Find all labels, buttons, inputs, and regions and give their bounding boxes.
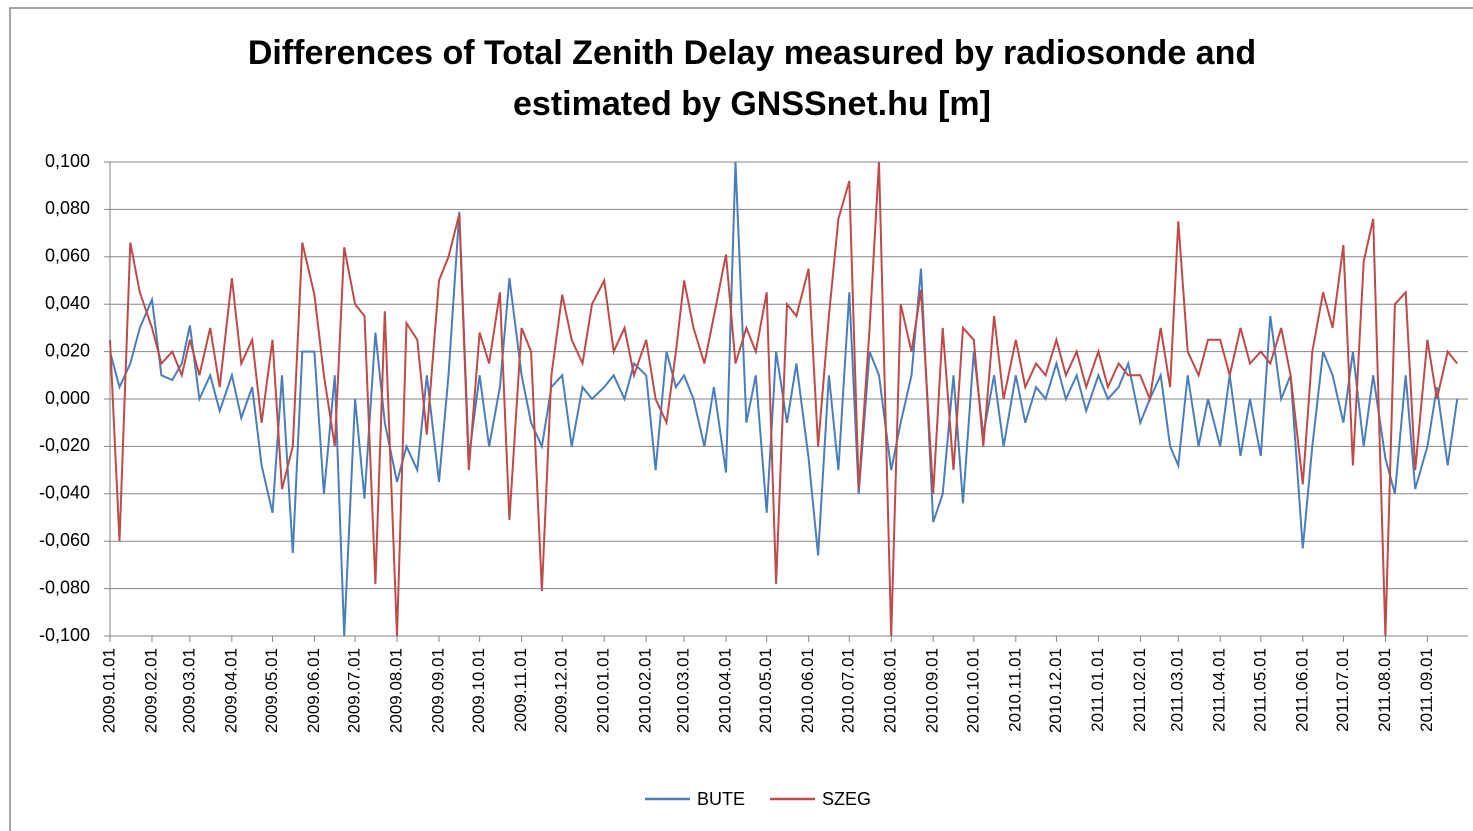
chart-title: estimated by GNSSnet.hu [m] bbox=[513, 85, 991, 123]
x-tick-label: 2009.02.01 bbox=[141, 648, 160, 733]
y-tick-label: -0,100 bbox=[39, 625, 90, 645]
x-tick-label: 2011.03.01 bbox=[1168, 648, 1187, 732]
x-tick-label: 2009.07.01 bbox=[345, 648, 364, 733]
x-tick-label: 2011.04.01 bbox=[1210, 648, 1229, 732]
x-tick-label: 2010.11.01 bbox=[1005, 648, 1024, 732]
chart-border bbox=[9, 7, 1473, 831]
x-tick-label: 2011.02.01 bbox=[1130, 648, 1149, 732]
x-tick-label: 2010.12.01 bbox=[1046, 648, 1065, 733]
x-tick-label: 2009.06.01 bbox=[304, 648, 323, 733]
series-line bbox=[109, 161, 1459, 637]
y-tick-label: -0,020 bbox=[39, 435, 90, 455]
y-tick-label: -0,060 bbox=[39, 530, 90, 550]
series-line bbox=[109, 161, 1458, 637]
x-tick-label: 2009.08.01 bbox=[387, 648, 406, 733]
x-tick-label: 2010.08.01 bbox=[881, 648, 900, 733]
y-tick-label: -0,040 bbox=[39, 483, 90, 503]
legend-label: BUTE bbox=[697, 789, 745, 809]
x-tick-label: 2011.06.01 bbox=[1292, 648, 1311, 732]
x-tick-label: 2009.10.01 bbox=[469, 648, 488, 733]
x-tick-label: 2009.01.01 bbox=[99, 648, 118, 733]
x-tick-label: 2011.09.01 bbox=[1417, 648, 1436, 732]
x-tick-label: 2011.01.01 bbox=[1088, 648, 1107, 732]
x-tick-label: 2010.02.01 bbox=[636, 648, 655, 733]
x-tick-label: 2010.09.01 bbox=[923, 648, 942, 733]
y-tick-label: 0,040 bbox=[45, 293, 90, 313]
x-tick-label: 2011.07.01 bbox=[1333, 648, 1352, 732]
x-tick-label: 2011.05.01 bbox=[1250, 648, 1269, 732]
y-tick-label: -0,080 bbox=[39, 577, 90, 597]
x-tick-label: 2010.10.01 bbox=[963, 648, 982, 733]
x-tick-label: 2009.05.01 bbox=[262, 648, 281, 733]
y-tick-label: 0,060 bbox=[45, 246, 90, 266]
x-tick-label: 2010.06.01 bbox=[798, 648, 817, 733]
x-tick-label: 2010.01.01 bbox=[594, 648, 613, 733]
y-tick-label: 0,020 bbox=[45, 340, 90, 360]
x-tick-label: 2009.11.01 bbox=[511, 648, 530, 732]
x-tick-label: 2010.03.01 bbox=[674, 648, 693, 733]
x-tick-label: 2010.04.01 bbox=[716, 648, 735, 733]
y-tick-label: 0,100 bbox=[45, 151, 90, 171]
chart-title: Differences of Total Zenith Delay measur… bbox=[248, 34, 1256, 72]
y-tick-label: 0,080 bbox=[45, 198, 90, 218]
y-tick-label: 0,000 bbox=[45, 388, 90, 408]
x-tick-label: 2009.09.01 bbox=[428, 648, 447, 733]
x-tick-label: 2010.05.01 bbox=[756, 648, 775, 733]
x-tick-label: 2009.04.01 bbox=[221, 648, 240, 733]
x-tick-label: 2009.12.01 bbox=[552, 648, 571, 733]
legend-label: SZEG bbox=[822, 789, 871, 809]
x-tick-label: 2009.03.01 bbox=[179, 648, 198, 733]
x-tick-label: 2011.08.01 bbox=[1375, 648, 1394, 732]
x-tick-label: 2010.07.01 bbox=[839, 648, 858, 733]
